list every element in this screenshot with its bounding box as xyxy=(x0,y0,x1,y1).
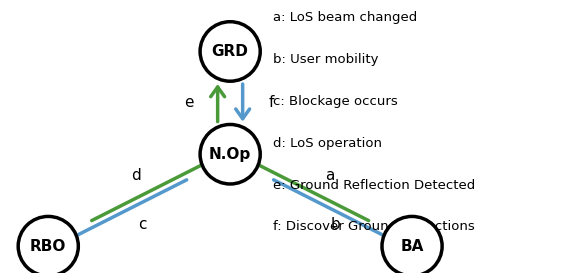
Text: BA: BA xyxy=(401,239,424,254)
Text: GRD: GRD xyxy=(212,44,249,59)
Text: f: f xyxy=(269,95,274,110)
FancyArrowPatch shape xyxy=(211,87,224,122)
Text: f: Discover Ground Reflections: f: Discover Ground Reflections xyxy=(273,221,475,233)
Text: a: LoS beam changed: a: LoS beam changed xyxy=(273,11,417,24)
Text: e: e xyxy=(184,95,194,110)
FancyArrowPatch shape xyxy=(236,84,250,119)
Ellipse shape xyxy=(200,22,260,81)
Text: N.Op: N.Op xyxy=(209,147,251,162)
Text: e: Ground Reflection Detected: e: Ground Reflection Detected xyxy=(273,179,475,192)
Text: b: b xyxy=(331,217,340,232)
FancyArrowPatch shape xyxy=(92,158,212,221)
Ellipse shape xyxy=(200,124,260,184)
Ellipse shape xyxy=(382,216,442,276)
Ellipse shape xyxy=(18,216,78,276)
Text: RBO: RBO xyxy=(30,239,67,254)
FancyArrowPatch shape xyxy=(66,180,187,243)
Text: c: Blockage occurs: c: Blockage occurs xyxy=(273,95,398,108)
FancyArrowPatch shape xyxy=(248,158,369,221)
Text: b: User mobility: b: User mobility xyxy=(273,53,378,66)
Text: d: d xyxy=(131,168,141,183)
FancyArrowPatch shape xyxy=(274,180,394,243)
Text: c: c xyxy=(138,217,146,232)
Text: a: a xyxy=(325,168,334,183)
Text: d: LoS operation: d: LoS operation xyxy=(273,137,382,150)
